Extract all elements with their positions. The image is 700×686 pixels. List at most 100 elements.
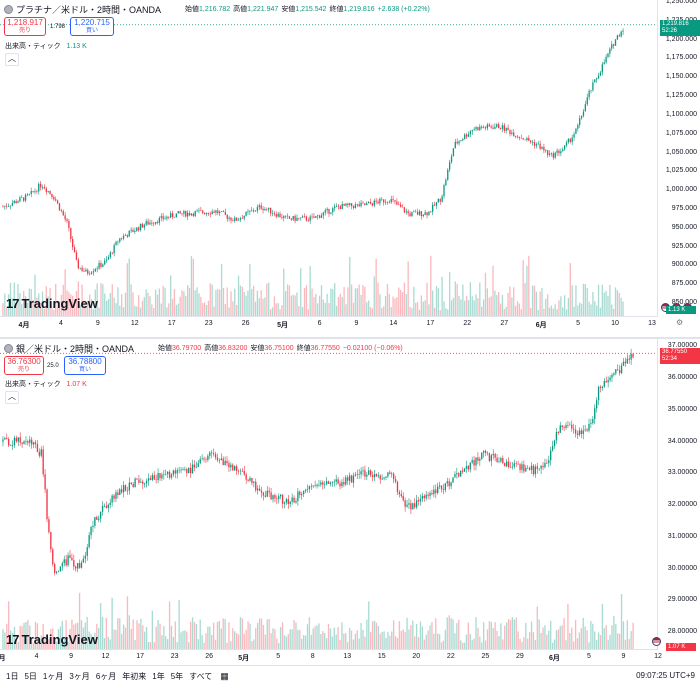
silver-symbol-title[interactable]: 銀／米ドル・2時間・OANDA xyxy=(16,344,135,354)
sell-price: 1,218.917 xyxy=(7,18,43,27)
collapse-legend-button[interactable]: ︿ xyxy=(5,391,19,404)
silver-volume-legend[interactable]: 出来高・ティック 1.07 K xyxy=(5,379,87,389)
volume-bar xyxy=(40,635,42,649)
price-tick-label: 1,175.000 xyxy=(665,54,697,62)
candle-body xyxy=(553,440,556,447)
price-tick-label: 850.000 xyxy=(671,299,697,306)
volume-bar xyxy=(285,291,287,316)
candle-body xyxy=(318,484,320,486)
candle-body xyxy=(411,212,413,216)
range-button-6[interactable]: 1年 xyxy=(152,671,165,681)
settings-gear-icon[interactable]: ⚙ xyxy=(676,318,684,327)
candle-body xyxy=(176,470,178,474)
volume-bar xyxy=(490,296,492,316)
volume-bar xyxy=(234,288,236,316)
candle-body xyxy=(278,496,280,499)
volume-bar xyxy=(222,618,224,649)
silver-price-scale[interactable]: 37.00000 36.00000 35.00000 34.00000 33.00000… xyxy=(657,339,700,649)
range-button-3[interactable]: 3ヶ月 xyxy=(69,671,90,681)
volume-bar xyxy=(73,299,76,316)
range-button-4[interactable]: 6ヶ月 xyxy=(95,671,117,681)
candle-body xyxy=(488,124,490,127)
volume-bar xyxy=(339,640,341,649)
volume-bar xyxy=(433,307,436,316)
volume-bar xyxy=(55,283,57,316)
silver-price-plot[interactable] xyxy=(0,339,658,649)
volume-bar xyxy=(601,284,603,316)
calendar-icon[interactable]: ▦ xyxy=(220,670,229,681)
volume-bar xyxy=(450,618,452,649)
candle-body xyxy=(78,563,81,568)
platinum-price-scale[interactable]: 1,250.0001,225.0001,200.0001,175.0001,15… xyxy=(657,0,700,316)
silver-chart-pane[interactable]: 銀／米ドル・2時間・OANDA 始値36.79700 高値36.83200 安値36… xyxy=(0,339,700,665)
volume-bar xyxy=(301,307,304,316)
pane-divider[interactable] xyxy=(0,337,700,339)
silver-buy-button[interactable]: 36.78800 買い xyxy=(64,356,106,375)
candle-body xyxy=(373,474,376,478)
candle-body xyxy=(326,208,328,211)
candle-body xyxy=(241,218,243,219)
range-button-1[interactable]: 5日 xyxy=(24,671,37,681)
tradingview-logo[interactable]: 17 TradingView xyxy=(6,632,98,647)
candle-body xyxy=(532,465,535,475)
volume-bar xyxy=(34,621,37,649)
time-tick-label: 6 xyxy=(317,320,322,327)
platinum-sell-button[interactable]: 1,218.917 売り xyxy=(4,17,46,36)
candle-body xyxy=(309,216,311,221)
volume-bar xyxy=(15,637,18,649)
clock-timezone[interactable]: 09:07:25 UTC+9 xyxy=(636,671,695,680)
range-button-5[interactable]: 年初来 xyxy=(122,671,147,681)
volume-bar xyxy=(21,626,23,649)
candle-body xyxy=(565,425,567,428)
volume-bar xyxy=(532,631,535,649)
candle-body xyxy=(385,476,387,478)
candle-body xyxy=(535,144,538,146)
tradingview-logo[interactable]: 17 TradingView xyxy=(6,296,98,311)
platinum-volume-legend[interactable]: 出来高・ティック 1.13 K xyxy=(5,41,87,51)
volume-bar xyxy=(444,629,447,649)
candle-body xyxy=(177,211,179,214)
volume-bar xyxy=(599,307,602,316)
volume-bar xyxy=(565,309,568,316)
volume-bar xyxy=(513,287,515,316)
silver-sell-button[interactable]: 36.76300 売り xyxy=(4,356,44,375)
volume-bar xyxy=(224,304,227,316)
collapse-legend-button[interactable]: ︿ xyxy=(5,53,19,66)
candle-body xyxy=(511,466,514,468)
candle-body xyxy=(517,463,519,465)
candle-body xyxy=(507,127,509,130)
candle-body xyxy=(143,224,145,228)
volume-bar xyxy=(222,287,225,316)
silver-event-flags[interactable] xyxy=(652,637,661,646)
platinum-price-plot[interactable] xyxy=(0,0,658,316)
candle-body xyxy=(471,460,473,463)
candle-body xyxy=(151,222,153,224)
volume-bar xyxy=(467,622,470,649)
range-button-8[interactable]: すべて xyxy=(189,671,213,681)
range-button-0[interactable]: 1日 xyxy=(6,671,19,681)
platinum-buy-button[interactable]: 1,220.715 買い xyxy=(70,17,114,36)
volume-bar xyxy=(345,304,347,316)
range-button-2[interactable]: 1ヶ月 xyxy=(42,671,64,681)
platinum-symbol-title[interactable]: プラチナ／米ドル・2時間・OANDA xyxy=(16,5,162,15)
volume-bar xyxy=(138,623,140,649)
platinum-chart-pane[interactable]: プラチナ／米ドル・2時間・OANDA 始値1,216.782 高値1,221.94… xyxy=(0,0,700,338)
candle-body xyxy=(578,430,581,436)
candle-body xyxy=(345,477,347,485)
volume-bar xyxy=(412,620,414,649)
candle-body xyxy=(475,457,477,466)
volume-bar xyxy=(548,630,550,649)
volume-bar xyxy=(217,288,219,316)
range-button-7[interactable]: 5年 xyxy=(170,671,184,681)
candle-body xyxy=(96,517,98,520)
candle-body xyxy=(597,75,600,79)
time-tick-label: 4月 xyxy=(18,322,30,329)
volume-bar xyxy=(563,295,566,316)
volume-bar xyxy=(243,292,245,316)
price-tick-label: 900.000 xyxy=(671,261,697,269)
candle-body xyxy=(105,505,108,508)
platinum-time-axis[interactable]: 4月 4 9 12 17 23 26 5月 6 9 14 17 22 27 6月 5 10 13 xyxy=(0,316,658,331)
silver-time-axis[interactable]: 月 4 9 12 17 23 26 5月 5 8 13 15 20 22 25 29 6月 5 9 12 xyxy=(0,649,662,664)
candle-body xyxy=(341,203,343,210)
volume-bar xyxy=(36,623,39,649)
